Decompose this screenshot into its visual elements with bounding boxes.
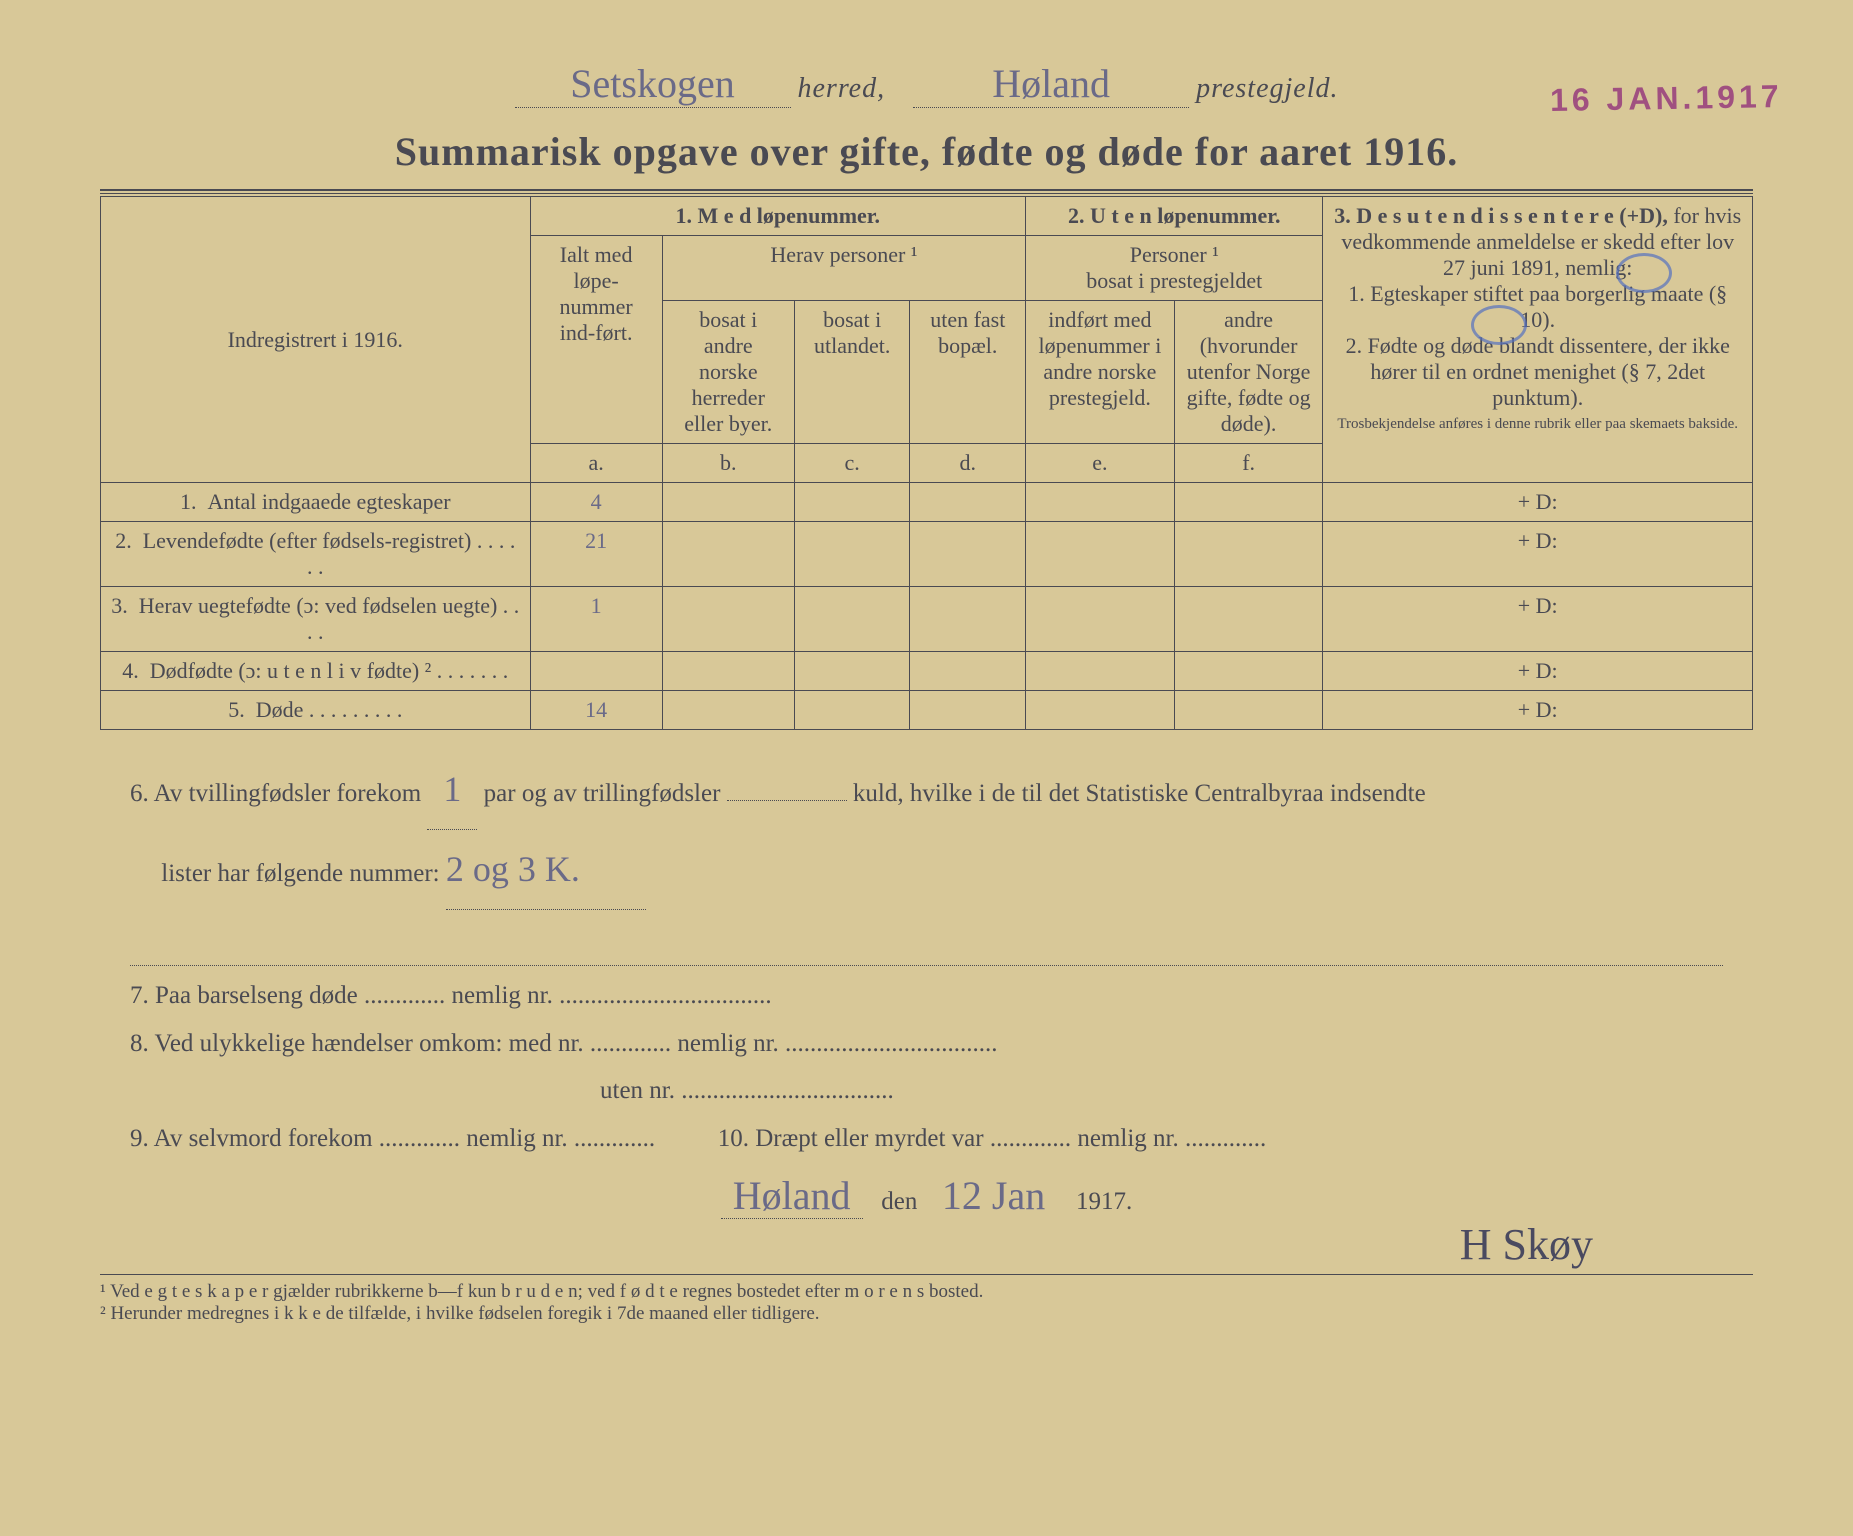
herred-value: Setskogen — [515, 60, 791, 108]
questions-7-10: 7. Paa barselseng døde ............. nem… — [100, 972, 1753, 1162]
col-a-header: Ialt med løpe-nummer ind-ført. — [530, 236, 662, 444]
blue-mark-icon — [1471, 305, 1527, 345]
row-val-g: + D: — [1323, 483, 1753, 522]
blue-mark-icon — [1616, 253, 1672, 293]
question-7: 7. Paa barselseng døde ............. nem… — [130, 972, 1723, 1020]
cell — [794, 691, 910, 730]
col-e-header: indført med løpenummer i andre norske pr… — [1026, 301, 1175, 444]
table-row: 4. Dødfødte (ɔ: u t e n l i v fødte) ² .… — [101, 652, 1753, 691]
cell — [794, 522, 910, 587]
rule-top — [100, 189, 1753, 191]
cell — [910, 522, 1026, 587]
prestegjeld-label: prestegjeld. — [1196, 73, 1338, 104]
col-f-header: andre (hvorunder utenfor Norge gifte, fø… — [1174, 301, 1323, 444]
row-val-a: 4 — [530, 483, 662, 522]
row-val-a — [530, 652, 662, 691]
sig-place: Høland — [721, 1173, 863, 1219]
cell — [1026, 691, 1175, 730]
letter-d: d. — [910, 444, 1026, 483]
letter-c: c. — [794, 444, 910, 483]
cell — [794, 587, 910, 652]
col-c-header: bosat i utlandet. — [794, 301, 910, 444]
row-label: 1. Antal indgaaede egteskaper — [101, 483, 531, 522]
cell — [662, 522, 794, 587]
rule-bot — [100, 193, 1753, 194]
question-8b: uten nr. ...............................… — [130, 1067, 1723, 1115]
sec3-header: 3. D e s u t e n d i s s e n t e r e (+D… — [1323, 197, 1753, 483]
sec2-header: 2. U t e n løpenummer. — [1026, 197, 1323, 236]
row-val-g: + D: — [1323, 691, 1753, 730]
table-row: 1. Antal indgaaede egteskaper 4 + D: — [101, 483, 1753, 522]
cell — [910, 483, 1026, 522]
header-line: Setskogen herred, Høland prestegjeld. — [100, 60, 1753, 108]
cell — [1026, 587, 1175, 652]
main-table: Indregistrert i 1916. 1. M e d løpenumme… — [100, 196, 1753, 730]
row-label: 5. Døde . . . . . . . . . — [101, 691, 531, 730]
signature-line: Høland den 12 Jan 1917. — [100, 1172, 1753, 1219]
cell — [1174, 522, 1323, 587]
col-b-header: bosat i andre norske herreder eller byer… — [662, 301, 794, 444]
col-d-header: uten fast bopæl. — [910, 301, 1026, 444]
cell — [662, 483, 794, 522]
cell — [662, 691, 794, 730]
prestegjeld-value: Høland — [913, 60, 1189, 108]
sec1-header: 1. M e d løpenummer. — [530, 197, 1026, 236]
row-label: 2. Levendefødte (efter fødsels-registret… — [101, 522, 531, 587]
table-row: 5. Døde . . . . . . . . . 14 + D: — [101, 691, 1753, 730]
cell — [1174, 587, 1323, 652]
herred-label: herred, — [798, 73, 886, 104]
indreg-header: Indregistrert i 1916. — [101, 197, 531, 483]
row-val-a: 14 — [530, 691, 662, 730]
cell — [1026, 652, 1175, 691]
row-label: 4. Dødfødte (ɔ: u t e n l i v fødte) ² .… — [101, 652, 531, 691]
personer-header: Personer ¹ bosat i prestegjeldet — [1026, 236, 1323, 301]
row-val-g: + D: — [1323, 587, 1753, 652]
question-6: 6. Av tvillingfødsler forekom 1 par og a… — [100, 750, 1753, 966]
footnote-2: ² Herunder medregnes i k k e de tilfælde… — [100, 1303, 1753, 1325]
footnote-1: ¹ Ved e g t e s k a p e r gjælder rubrik… — [100, 1281, 1753, 1303]
row-label: 3. Herav uegtefødte (ɔ: ved fødselen ueg… — [101, 587, 531, 652]
cell — [1026, 522, 1175, 587]
letter-e: e. — [1026, 444, 1175, 483]
footnotes: ¹ Ved e g t e s k a p e r gjælder rubrik… — [100, 1274, 1753, 1325]
page-title: Summarisk opgave over gifte, fødte og dø… — [100, 128, 1753, 175]
sig-date: 12 Jan — [930, 1173, 1057, 1218]
table-row: 3. Herav uegtefødte (ɔ: ved fødselen ueg… — [101, 587, 1753, 652]
question-9-10: 9. Av selvmord forekom ............. nem… — [130, 1115, 1723, 1163]
row-val-a: 21 — [530, 522, 662, 587]
cell — [662, 587, 794, 652]
header-row-1: Indregistrert i 1916. 1. M e d løpenumme… — [101, 197, 1753, 236]
row-val-a: 1 — [530, 587, 662, 652]
letter-b: b. — [662, 444, 794, 483]
letter-f: f. — [1174, 444, 1323, 483]
cell — [662, 652, 794, 691]
letter-a: a. — [530, 444, 662, 483]
cell — [794, 652, 910, 691]
row-val-g: + D: — [1323, 652, 1753, 691]
document-page: 16 JAN.1917 Setskogen herred, Høland pre… — [0, 0, 1853, 1536]
cell — [1174, 652, 1323, 691]
question-8a: 8. Ved ulykkelige hændelser omkom: med n… — [130, 1020, 1723, 1068]
cell — [1026, 483, 1175, 522]
cell — [910, 587, 1026, 652]
table-row: 2. Levendefødte (efter fødsels-registret… — [101, 522, 1753, 587]
cell — [1174, 691, 1323, 730]
row-val-g: + D: — [1323, 522, 1753, 587]
cell — [1174, 483, 1323, 522]
cell — [794, 483, 910, 522]
signature: H Skøy — [100, 1219, 1753, 1270]
cell — [910, 652, 1026, 691]
cell — [910, 691, 1026, 730]
herav-header: Herav personer ¹ — [662, 236, 1025, 301]
